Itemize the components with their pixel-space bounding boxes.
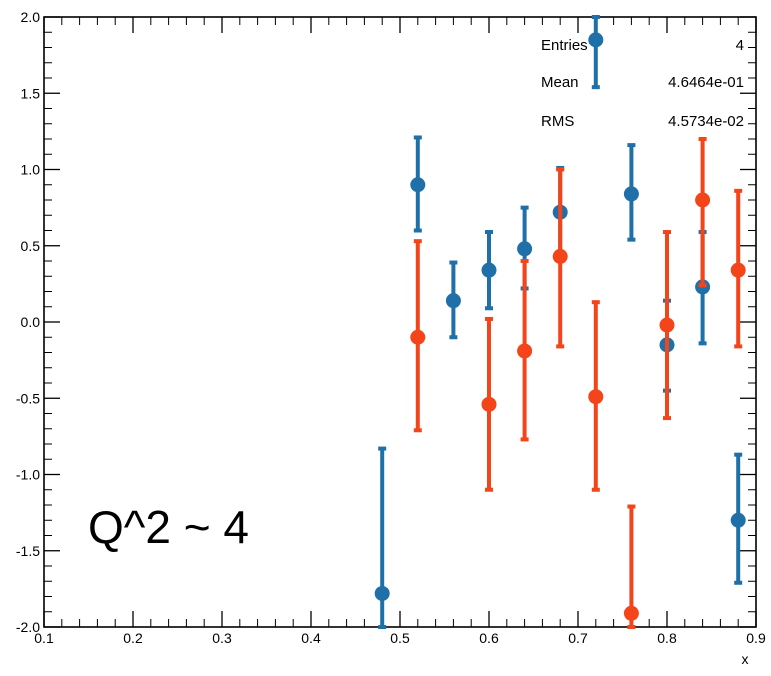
data-point [623,186,639,202]
y-tick-label: -1.0 [16,467,40,483]
data-point [481,262,497,278]
x-tick-label: 0.7 [568,630,588,646]
x-tick-label: 0.5 [390,630,410,646]
data-point [374,585,390,601]
x-tick-label: 0.2 [123,630,143,646]
data-point [730,512,746,528]
data-point [588,32,604,48]
stats-mean-value: 4.6464e-01 [668,74,744,91]
stats-mean-label: Mean [541,74,579,91]
y-tick-label: 1.5 [21,85,41,101]
data-point [695,192,711,208]
stats-rms-value: 4.5734e-02 [668,113,744,130]
data-point [481,396,497,412]
x-tick-label: 0.3 [212,630,232,646]
series-1 [410,137,746,629]
data-point [410,177,426,193]
x-tick-label: 0.1 [34,630,54,646]
q2-annotation: Q^2 ~ 4 [88,501,249,553]
y-tick-label: -2.0 [16,619,40,635]
data-point [517,343,533,359]
x-tick-label: 0.6 [479,630,499,646]
data-point [623,605,639,621]
y-tick-label: -0.5 [16,390,40,406]
x-axis-title: x [742,651,749,667]
y-tick-label: -1.5 [16,543,40,559]
x-tick-label: 0.8 [657,630,677,646]
data-point [410,329,426,345]
stats-rms-label: RMS [541,113,574,130]
stats-entries-value: 4 [736,37,744,54]
x-tick-label: 0.9 [746,630,766,646]
stats-entries-label: Entries [541,37,588,54]
data-point [445,293,461,309]
x-tick-label: 0.4 [301,630,321,646]
data-point [552,248,568,264]
y-tick-label: 0.5 [21,238,41,254]
y-tick-label: 1.0 [21,162,41,178]
data-point [659,317,675,333]
data-point [730,262,746,278]
data-point [588,389,604,405]
y-tick-label: 2.0 [21,9,41,25]
data-point [517,241,533,257]
y-tick-label: 0.0 [21,314,41,330]
